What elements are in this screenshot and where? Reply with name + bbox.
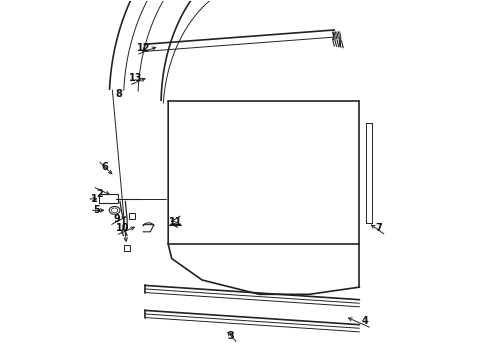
Text: 9: 9 [113,213,120,224]
Text: 13: 13 [129,73,143,83]
Text: 3: 3 [227,332,234,342]
Text: 10: 10 [116,223,129,233]
Text: 6: 6 [101,162,108,172]
Text: 12: 12 [136,43,150,53]
Text: 8: 8 [116,89,122,99]
Text: 11: 11 [169,217,182,227]
Text: 5: 5 [94,205,100,215]
Bar [98,194,118,203]
Ellipse shape [111,208,118,213]
Bar [123,245,130,251]
Bar [129,213,135,219]
Text: 2: 2 [96,189,103,199]
Text: 4: 4 [361,316,368,326]
Text: 1: 1 [91,194,98,204]
Ellipse shape [109,206,120,214]
Text: 7: 7 [375,223,382,233]
